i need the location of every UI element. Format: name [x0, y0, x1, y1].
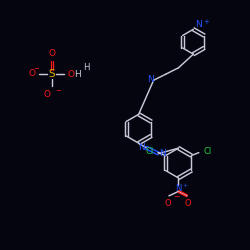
Text: −: −	[33, 66, 39, 72]
Text: N: N	[175, 184, 182, 193]
Text: O: O	[67, 70, 74, 78]
Text: O: O	[185, 199, 192, 208]
Text: Cl: Cl	[145, 146, 154, 156]
Text: −: −	[55, 88, 61, 94]
Text: +: +	[182, 183, 188, 188]
Text: N: N	[195, 20, 202, 29]
Text: +: +	[203, 19, 209, 25]
Text: Cl: Cl	[203, 146, 212, 156]
Text: S: S	[48, 69, 55, 79]
Text: O: O	[28, 68, 35, 78]
Text: O: O	[48, 49, 55, 58]
Text: N: N	[160, 148, 166, 158]
Text: N: N	[138, 143, 145, 152]
Text: O: O	[165, 199, 171, 208]
Text: N: N	[147, 75, 154, 84]
Text: H: H	[84, 62, 90, 72]
Text: H: H	[74, 70, 81, 78]
Text: −: −	[174, 192, 180, 202]
Text: O: O	[44, 90, 51, 99]
